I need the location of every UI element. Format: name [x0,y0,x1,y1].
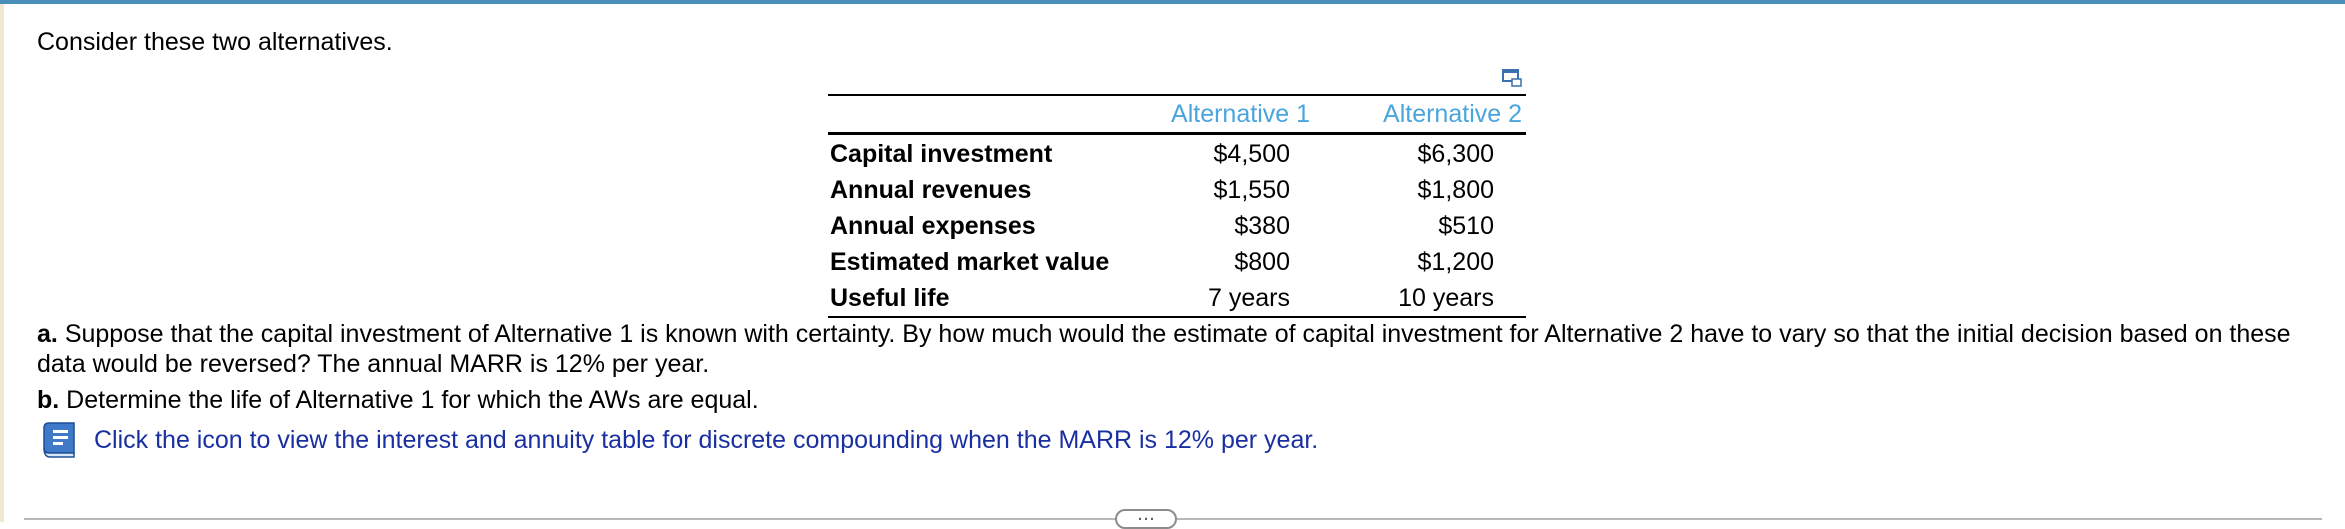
alternative-1-value: $800 [1234,248,1290,276]
row-label: Estimated market value [830,248,1110,276]
question-b: b. Determine the life of Alternative 1 f… [37,385,759,415]
row-label: Annual revenues [830,176,1032,204]
question-b-text: Determine the life of Alternative 1 for … [66,386,759,414]
question-b-marker: b. [37,386,60,414]
alternatives-table: Alternative 1 Alternative 2 Capital inve… [828,94,1526,318]
expand-more-button[interactable]: … [1115,506,1177,529]
row-label: Capital investment [830,140,1053,168]
column-header-alternative-1: Alternative 1 [1171,100,1310,128]
alternative-2-value: 10 years [1398,284,1494,312]
book-icon[interactable] [40,420,78,460]
problem-intro: Consider these two alternatives. [37,28,393,56]
alternative-2-value: $510 [1438,212,1494,240]
alternative-1-value: 7 years [1208,284,1290,312]
question-a-marker: a. [37,320,58,348]
table-bottom-rule [828,316,1526,318]
interest-table-link[interactable]: Click the icon to view the interest and … [94,425,1319,454]
table-top-rule [828,94,1526,96]
alternative-1-value: $380 [1234,212,1290,240]
left-margin-bar [0,4,4,522]
table-row: Capital investment $4,500 $6,300 [828,136,1526,172]
table-row: Annual revenues $1,550 $1,800 [828,172,1526,208]
alternative-1-value: $4,500 [1213,140,1290,168]
interest-table-help[interactable]: Click the icon to view the interest and … [40,420,1318,460]
alternative-2-value: $1,200 [1417,248,1494,276]
row-label: Useful life [830,284,950,312]
table-row: Useful life 7 years 10 years [828,280,1526,316]
top-border [0,0,2345,4]
popout-table-icon[interactable] [1502,66,1524,88]
question-a-text: Suppose that the capital investment of A… [37,320,2291,378]
table-row: Annual expenses $380 $510 [828,208,1526,244]
question-a: a. Suppose that the capital investment o… [37,319,2337,379]
column-header-alternative-2: Alternative 2 [1383,100,1522,128]
alternative-2-value: $1,800 [1417,176,1494,204]
table-header-rule [828,132,1526,135]
table-row: Estimated market value $800 $1,200 [828,244,1526,280]
row-label: Annual expenses [830,212,1036,240]
alternative-2-value: $6,300 [1417,140,1494,168]
alternative-1-value: $1,550 [1213,176,1290,204]
